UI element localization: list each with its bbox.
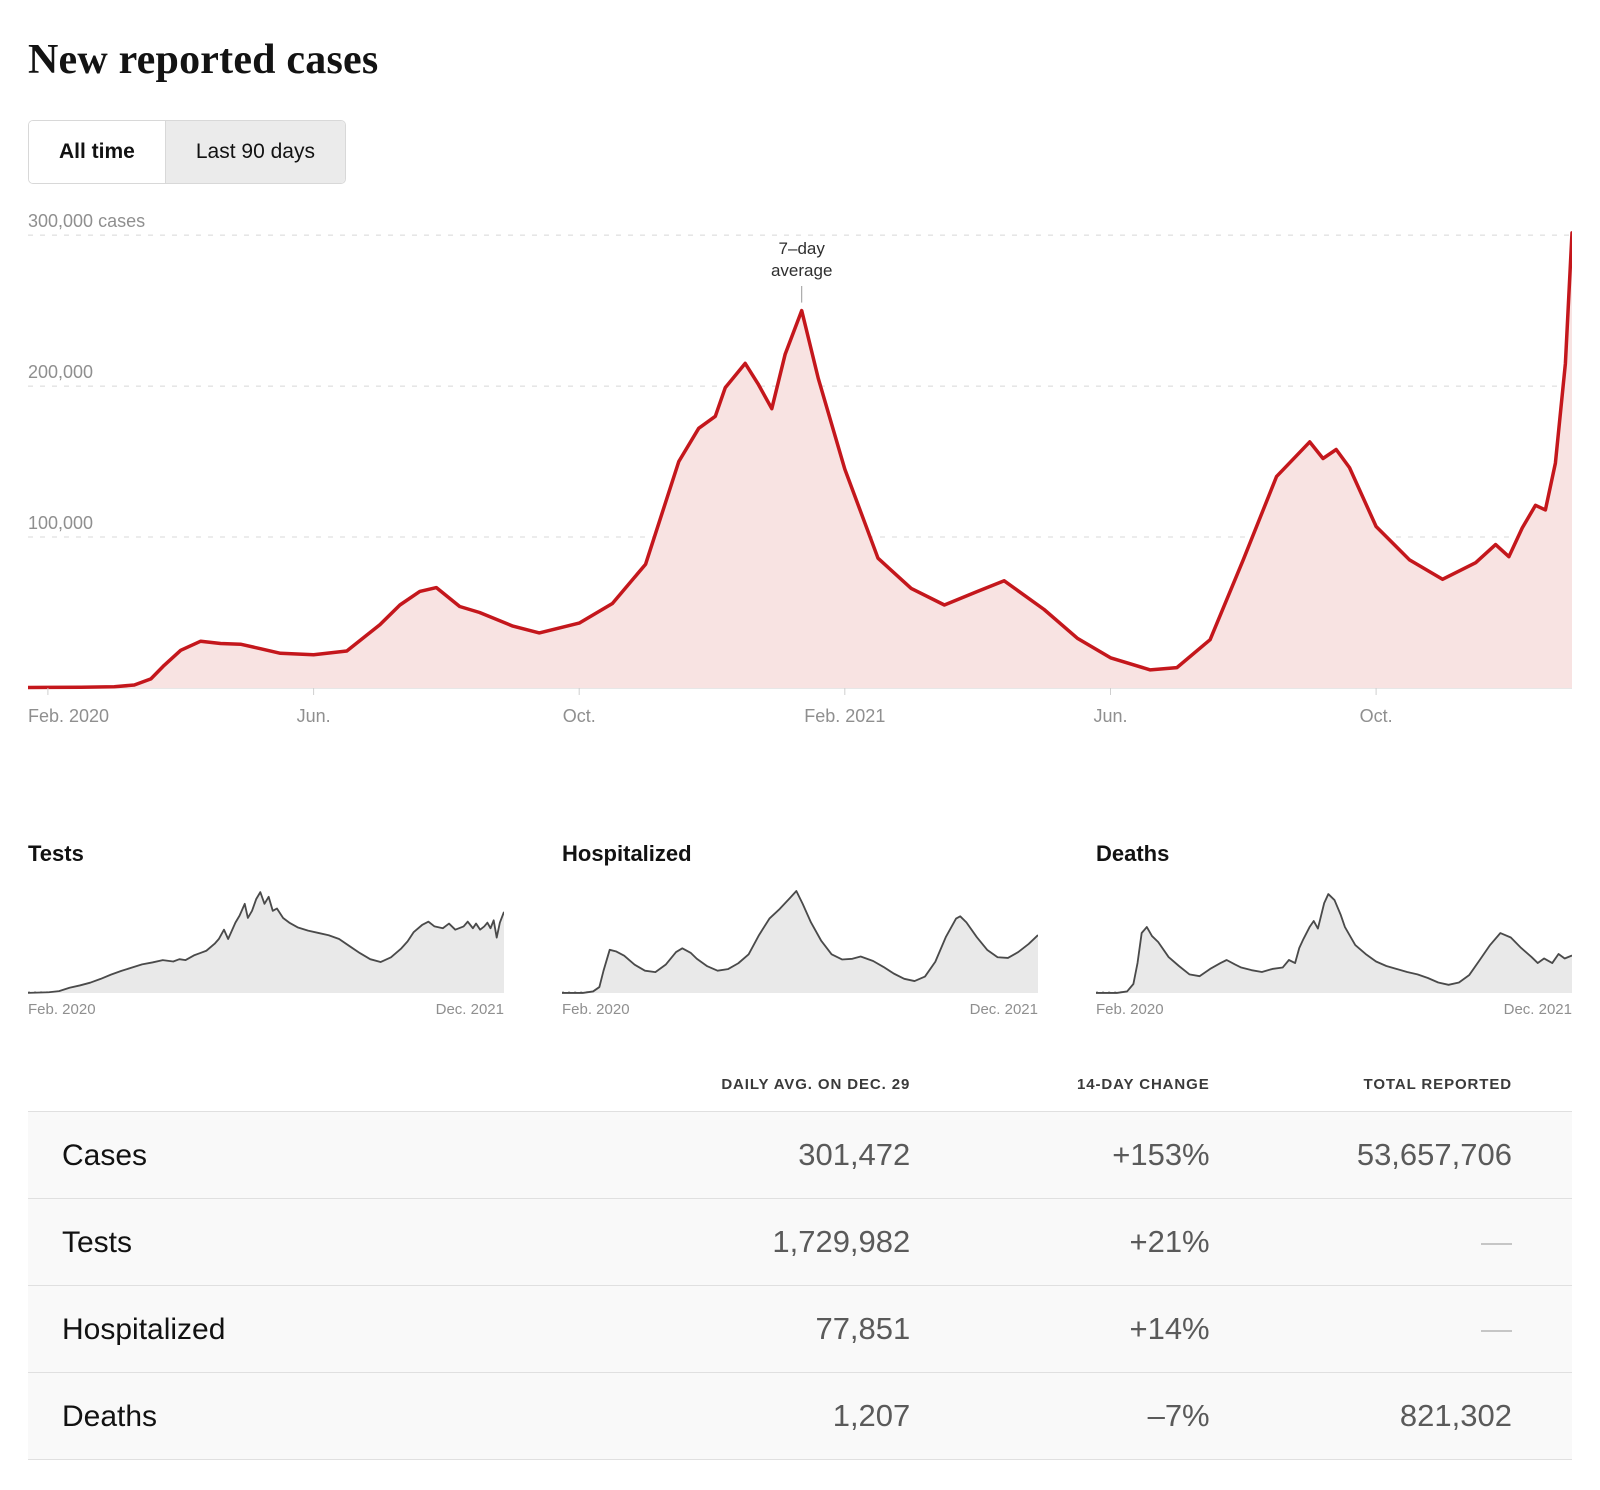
- sparkline-hospitalized-title: Hospitalized: [562, 841, 692, 866]
- tests-total: —: [1480, 1224, 1512, 1259]
- header-daily-avg: Daily Avg. on Dec. 29: [721, 1076, 911, 1093]
- table-header-row: Daily Avg. on Dec. 29 14-Day Change Tota…: [28, 1076, 1572, 1111]
- svg-text:Oct.: Oct.: [563, 706, 596, 726]
- time-range-toggle: All time Last 90 days: [28, 120, 346, 184]
- sparkline-row: Tests Feb. 2020 Dec. 2021 Hospitalized F…: [28, 841, 1572, 1018]
- table-row-cases: Cases 301,472 +153% 53,657,706: [28, 1111, 1572, 1198]
- sparkline-tests: Tests Feb. 2020 Dec. 2021: [28, 841, 504, 1018]
- svg-text:100,000: 100,000: [28, 513, 93, 533]
- new-reported-cases-chart: 300,000 cases 200,000 100,000 Feb. 2020 Jun.…: [28, 210, 1572, 755]
- sparkline-deaths-title: Deaths: [1096, 841, 1170, 866]
- hospitalized-axis-labels: Feb. 2020 Dec. 2021: [562, 1001, 1038, 1018]
- svg-text:Jun.: Jun.: [1093, 706, 1127, 726]
- svg-text:average: average: [771, 261, 832, 280]
- svg-text:300,000 cases: 300,000 cases: [28, 211, 145, 231]
- table-row-deaths: Deaths 1,207 –7% 821,302: [28, 1372, 1572, 1460]
- hospitalized-axis-end: Dec. 2021: [969, 1001, 1038, 1018]
- sparkline-deaths: Deaths Feb. 2020 Dec. 2021: [1096, 841, 1572, 1018]
- svg-text:Jun.: Jun.: [297, 706, 331, 726]
- row-label-deaths: Deaths: [62, 1400, 158, 1433]
- cases-daily-avg: 301,472: [798, 1137, 911, 1172]
- table-row-hospitalized: Hospitalized 77,851 +14% —: [28, 1285, 1572, 1372]
- sparkline-hospitalized: Hospitalized Feb. 2020 Dec. 2021: [562, 841, 1038, 1018]
- cases-change: +153%: [1112, 1137, 1210, 1172]
- row-label-cases: Cases: [62, 1139, 148, 1172]
- page-title: New reported cases: [28, 37, 379, 83]
- hospitalized-axis-start: Feb. 2020: [562, 1001, 630, 1018]
- deaths-axis-labels: Feb. 2020 Dec. 2021: [1096, 1001, 1572, 1018]
- svg-text:200,000: 200,000: [28, 362, 93, 382]
- toggle-all-time[interactable]: All time: [29, 121, 165, 183]
- header-14-day-change: 14-Day Change: [1077, 1076, 1210, 1093]
- table-body: Cases 301,472 +153% 53,657,706 Tests 1,7…: [28, 1111, 1572, 1460]
- toggle-last-90-days[interactable]: Last 90 days: [164, 121, 345, 183]
- tests-axis-start: Feb. 2020: [28, 1001, 96, 1018]
- hospitalized-change: +14%: [1129, 1311, 1210, 1346]
- deaths-total: 821,302: [1399, 1398, 1512, 1433]
- stats-table: Daily Avg. on Dec. 29 14-Day Change Tota…: [28, 1076, 1572, 1460]
- tests-change: +21%: [1129, 1224, 1210, 1259]
- svg-text:Feb. 2020: Feb. 2020: [28, 706, 109, 726]
- row-label-tests: Tests: [62, 1226, 133, 1259]
- deaths-change: –7%: [1147, 1398, 1210, 1433]
- tests-axis-labels: Feb. 2020 Dec. 2021: [28, 1001, 504, 1018]
- svg-text:Oct.: Oct.: [1360, 706, 1393, 726]
- header-total-reported: Total Reported: [1363, 1076, 1512, 1093]
- tests-sparkline-svg: [28, 891, 504, 994]
- tests-daily-avg: 1,729,982: [772, 1224, 911, 1259]
- hospitalized-sparkline-svg: [562, 890, 1038, 994]
- tests-axis-end: Dec. 2021: [435, 1001, 504, 1018]
- deaths-axis-start: Feb. 2020: [1096, 1001, 1164, 1018]
- cases-area-chart-svg: 300,000 cases 200,000 100,000 Feb. 2020 Jun.…: [28, 211, 1572, 726]
- deaths-axis-end: Dec. 2021: [1503, 1001, 1572, 1018]
- svg-text:7–day: 7–day: [779, 239, 826, 258]
- deaths-daily-avg: 1,207: [832, 1398, 911, 1433]
- table-row-tests: Tests 1,729,982 +21% —: [28, 1198, 1572, 1285]
- hospitalized-total: —: [1480, 1311, 1512, 1346]
- hospitalized-daily-avg: 77,851: [815, 1311, 911, 1346]
- row-label-hospitalized: Hospitalized: [62, 1313, 226, 1346]
- svg-text:Feb. 2021: Feb. 2021: [804, 706, 885, 726]
- deaths-sparkline-svg: [1096, 893, 1572, 994]
- sparkline-tests-title: Tests: [28, 841, 84, 866]
- cases-total: 53,657,706: [1356, 1137, 1512, 1172]
